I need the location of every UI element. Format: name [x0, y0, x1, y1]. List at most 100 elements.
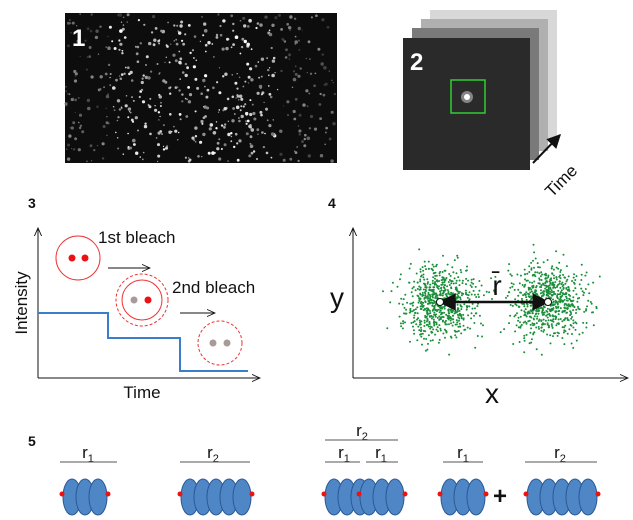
localization [446, 293, 448, 295]
localization [574, 287, 576, 289]
localization [536, 316, 538, 318]
speckle [248, 76, 251, 79]
speckle [246, 123, 248, 125]
localization [399, 316, 401, 318]
speckle [264, 16, 267, 19]
localization [578, 333, 580, 335]
localization [540, 289, 542, 291]
speckle [320, 154, 323, 157]
subunit [467, 479, 485, 515]
speckle [266, 57, 268, 59]
speckle [319, 103, 322, 106]
localization [534, 275, 536, 277]
localization [409, 341, 411, 343]
localization [461, 317, 463, 319]
localization [524, 312, 526, 314]
speckle [74, 79, 77, 82]
localization [556, 296, 558, 298]
speckle [251, 48, 253, 50]
speckle [74, 99, 77, 102]
speckle [109, 26, 112, 29]
speckle [181, 100, 183, 102]
speckle [67, 157, 70, 160]
speckle [80, 56, 81, 57]
localization [481, 285, 483, 287]
localization [475, 296, 477, 298]
localization [456, 321, 458, 323]
speckle [68, 134, 71, 137]
localization [528, 289, 530, 291]
speckle [232, 107, 235, 110]
speckle [173, 40, 175, 42]
localization [432, 276, 434, 278]
localization [436, 323, 438, 325]
speckle [292, 87, 294, 89]
speckle [236, 88, 238, 90]
localization [471, 282, 473, 284]
speckle [137, 46, 140, 49]
speckle [202, 79, 205, 82]
speckle [125, 67, 127, 69]
localization [474, 307, 476, 309]
localization [400, 298, 402, 300]
localization [535, 286, 537, 288]
speckle [315, 73, 317, 75]
localization [562, 288, 564, 290]
localization [524, 269, 526, 271]
localization [442, 292, 444, 294]
speckle [200, 120, 203, 123]
bleached-fluorophore [210, 340, 217, 347]
localization [551, 272, 553, 274]
speckle [79, 14, 80, 15]
speckle [106, 116, 107, 117]
speckle [189, 52, 191, 54]
localization [459, 323, 461, 325]
localization [438, 280, 440, 282]
speckle [323, 94, 326, 97]
localization [560, 269, 562, 271]
speckle [210, 123, 214, 127]
speckle [261, 76, 263, 78]
localization [500, 331, 502, 333]
localization [438, 285, 440, 287]
localization [549, 283, 551, 285]
speckle [201, 156, 202, 157]
speckle [153, 39, 156, 42]
localization [544, 323, 546, 325]
localization [525, 291, 527, 293]
localization [424, 322, 426, 324]
localization [464, 329, 466, 331]
localization [459, 326, 461, 328]
localization [478, 290, 480, 292]
speckle [136, 52, 139, 55]
localization [587, 283, 589, 285]
localization [457, 276, 459, 278]
localization [447, 292, 449, 294]
localization [582, 290, 584, 292]
localization [582, 322, 584, 324]
localization [567, 289, 569, 291]
speckle [207, 89, 210, 92]
speckle [158, 43, 160, 45]
bleached-fluorophore [131, 297, 138, 304]
localization [444, 270, 446, 272]
speckle [273, 57, 275, 59]
speckle [97, 145, 98, 146]
speckle [294, 18, 296, 20]
localization [436, 275, 438, 277]
localization [459, 280, 461, 282]
localization [563, 343, 565, 345]
localization [536, 348, 538, 350]
speckle [145, 64, 147, 66]
speckle [238, 99, 240, 101]
localization [519, 341, 521, 343]
localization [567, 333, 569, 335]
localization [511, 286, 513, 288]
speckle [239, 77, 241, 79]
speckle [186, 99, 188, 101]
localization [423, 305, 425, 307]
speckle [178, 51, 180, 53]
localization [560, 318, 562, 320]
localization [547, 285, 549, 287]
localization [524, 284, 526, 286]
